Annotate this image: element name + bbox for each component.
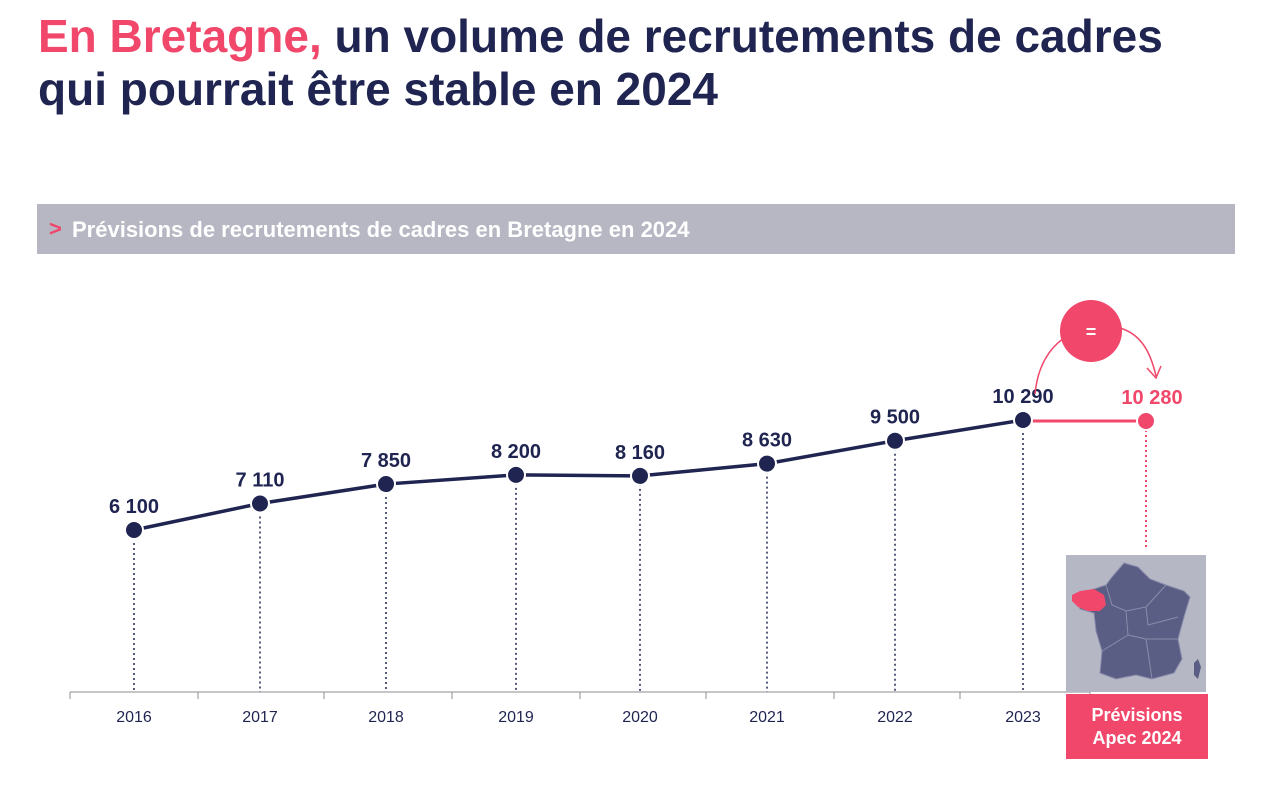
data-point [1013,410,1033,430]
data-label: 7 110 [236,469,285,491]
france-map [1066,555,1206,692]
forecast-data-label: 10 280 [1121,387,1182,409]
forecast-label-line1: Prévisions [1091,704,1183,725]
chart-subtitle-bar: > Prévisions de recrutements de cadres e… [37,204,1235,254]
title-accent: En Bretagne, [38,10,322,62]
france-mainland [1077,562,1191,680]
x-tick-label: 2016 [116,709,152,726]
x-tick-label: 2019 [498,709,534,726]
x-tick-label: 2023 [1005,709,1041,726]
x-tick-label: 2021 [749,709,785,726]
title-rest: un volume de recrutements de cadres qui … [38,10,1163,115]
data-label: 8 200 [491,441,541,463]
series-line [133,418,1024,532]
forecast-label-box: Prévisions Apec 2024 [1066,694,1208,759]
data-label: 8 630 [742,430,792,452]
data-point [250,493,270,514]
x-tick-label: 2022 [877,709,913,726]
arrowhead-icon [1146,365,1162,380]
data-label: 8 160 [615,442,665,464]
data-label: 10 290 [992,386,1053,408]
data-point [376,474,396,495]
x-tick-label: 2018 [368,709,404,726]
chevron-icon: > [49,216,62,241]
france-map-icon [1072,562,1201,680]
data-label: 9 500 [870,407,920,429]
page-title: En Bretagne, un volume de recrutements d… [38,10,1238,116]
forecast-point [1136,411,1156,431]
data-point [885,430,905,451]
equal-badge [1060,300,1122,362]
data-label: 6 100 [109,496,159,518]
chart-subtitle: Prévisions de recrutements de cadres en … [72,217,690,242]
data-point [630,465,650,486]
corsica [1194,659,1201,679]
data-point [506,464,526,485]
forecast-label-line2: Apec 2024 [1092,727,1182,748]
equal-badge-label: = [1086,322,1097,342]
data-point [124,520,144,540]
data-point [757,453,777,474]
x-tick-label: 2020 [622,709,658,726]
bretagne-region [1072,589,1106,611]
x-tick-label: 2017 [242,709,278,726]
data-label: 7 850 [361,450,411,472]
